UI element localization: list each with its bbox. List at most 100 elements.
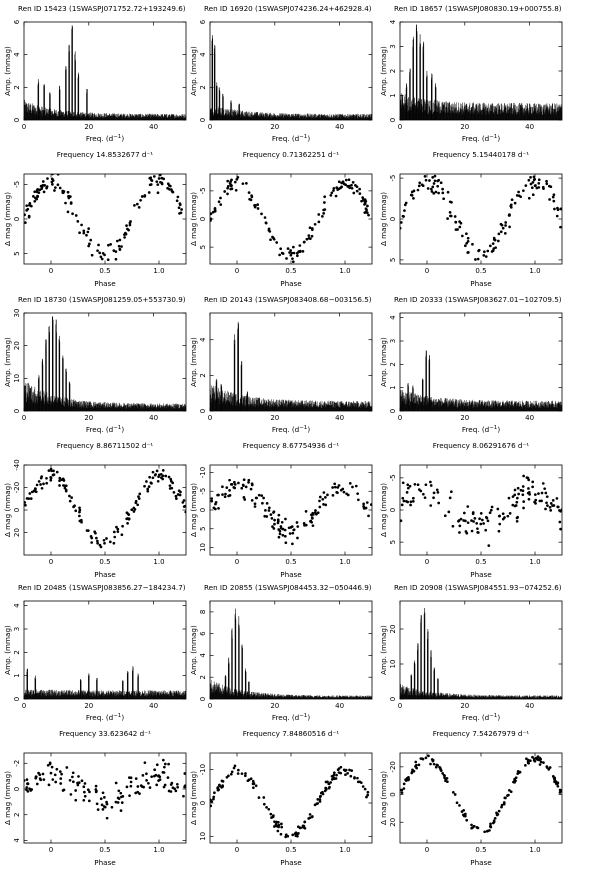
- phase-point: [167, 789, 171, 793]
- phase-point: [174, 789, 178, 793]
- phase-point: [262, 802, 266, 806]
- phase-point: [537, 182, 541, 185]
- phase-point: [171, 481, 175, 485]
- phase-point: [429, 504, 433, 507]
- phase-point: [158, 778, 162, 781]
- phase-point: [137, 206, 141, 209]
- phase-point: [410, 194, 414, 197]
- phase-point: [495, 813, 499, 817]
- phase-frame: [209, 464, 373, 556]
- periodogram-ytick-label: 6: [199, 19, 207, 24]
- phase-point: [64, 489, 68, 493]
- phase-point: [336, 486, 340, 489]
- phase-point: [123, 236, 126, 239]
- phase-point: [479, 522, 483, 526]
- phase-point: [86, 230, 90, 234]
- phase-point: [406, 486, 410, 490]
- phase-ytick-label: -5: [389, 474, 397, 481]
- phase-point: [464, 519, 467, 523]
- phase-point: [273, 820, 276, 824]
- phase-point: [64, 201, 67, 205]
- phase-point: [508, 214, 511, 217]
- phase-point: [155, 180, 159, 184]
- periodogram-xtick-label: 40: [335, 123, 344, 131]
- phase-point: [180, 208, 183, 211]
- phase-point: [260, 494, 264, 497]
- phase-point: [355, 189, 359, 193]
- phase-xtick-label: 0.5: [99, 846, 110, 854]
- phase-point: [417, 184, 421, 188]
- phase-point: [160, 182, 164, 186]
- phase-point: [471, 826, 474, 829]
- phase-point: [160, 476, 163, 479]
- periodogram-ytick-label: 0: [13, 409, 21, 413]
- phase-point: [261, 501, 264, 505]
- phase-point: [503, 232, 507, 235]
- phase-point: [58, 479, 61, 483]
- phase-point: [497, 239, 500, 243]
- phase-point: [163, 783, 167, 787]
- phase-point: [526, 491, 530, 495]
- phase-point: [502, 802, 506, 806]
- phase-ytick-label: 0: [199, 508, 207, 512]
- periodogram-ytick-label: 1: [389, 93, 397, 97]
- phase-ytick-label: 0: [389, 217, 397, 221]
- phase-point: [313, 222, 317, 226]
- phase-ylabel: Δ mag (mmag): [189, 192, 198, 246]
- phase-point: [331, 493, 335, 497]
- phase-point: [270, 517, 274, 520]
- phase-point: [288, 251, 291, 254]
- phase-point: [451, 790, 455, 794]
- periodogram-xtick-label: 40: [335, 702, 344, 710]
- periodogram-ytick-label: 2: [199, 675, 207, 679]
- phase-point: [304, 510, 308, 513]
- phase-point: [304, 523, 308, 527]
- phase-point: [162, 785, 166, 789]
- phase-point: [227, 774, 230, 778]
- phase-point: [263, 514, 267, 518]
- phase-point: [489, 508, 493, 512]
- phase-point: [329, 781, 333, 784]
- periodogram-spectrum: [400, 24, 562, 120]
- phase-point: [460, 810, 464, 813]
- phase-point: [257, 796, 261, 799]
- phase-point: [101, 791, 105, 795]
- phase-point: [129, 780, 133, 784]
- phase-point: [118, 247, 122, 251]
- phase-point: [129, 776, 133, 780]
- phase-point: [210, 499, 214, 503]
- phase-point: [255, 496, 258, 500]
- periodogram-ytick-label: 1: [389, 385, 397, 389]
- periodogram-xtick-label: 40: [525, 414, 534, 422]
- phase-point: [292, 245, 295, 249]
- phase-point: [183, 772, 186, 775]
- phase-ytick-label: -10: [199, 764, 207, 775]
- phase-point: [400, 226, 402, 230]
- phase-point: [256, 203, 260, 206]
- phase-point: [230, 770, 234, 774]
- panel-title: Ren ID 18730 (1SWASPJ081259.05+553730.9): [18, 295, 186, 304]
- phase-point: [90, 253, 94, 257]
- phase-point: [170, 188, 173, 191]
- phase-point: [216, 493, 219, 497]
- phase-point: [229, 184, 233, 188]
- phase-point: [253, 204, 256, 207]
- phase-point: [453, 215, 457, 218]
- periodogram-ytick-label: 4: [199, 52, 207, 57]
- frequency-label: Frequency 14.8532677 d⁻¹: [57, 150, 153, 159]
- phase-point: [362, 506, 366, 510]
- phase-point: [487, 544, 491, 547]
- phase-point: [250, 483, 254, 487]
- phase-point: [216, 788, 220, 792]
- phase-xtick-label: 1.0: [529, 267, 540, 275]
- phase-point: [47, 783, 51, 787]
- phase-point: [458, 220, 461, 223]
- phase-ylabel: Δ mag (mmag): [379, 192, 388, 246]
- phase-point: [178, 202, 182, 205]
- phase-point: [74, 798, 78, 802]
- phase-point: [321, 497, 325, 501]
- phase-point: [443, 514, 447, 518]
- phase-point: [291, 531, 295, 535]
- periodogram-xtick-label: 20: [270, 123, 279, 131]
- phase-point: [221, 785, 224, 788]
